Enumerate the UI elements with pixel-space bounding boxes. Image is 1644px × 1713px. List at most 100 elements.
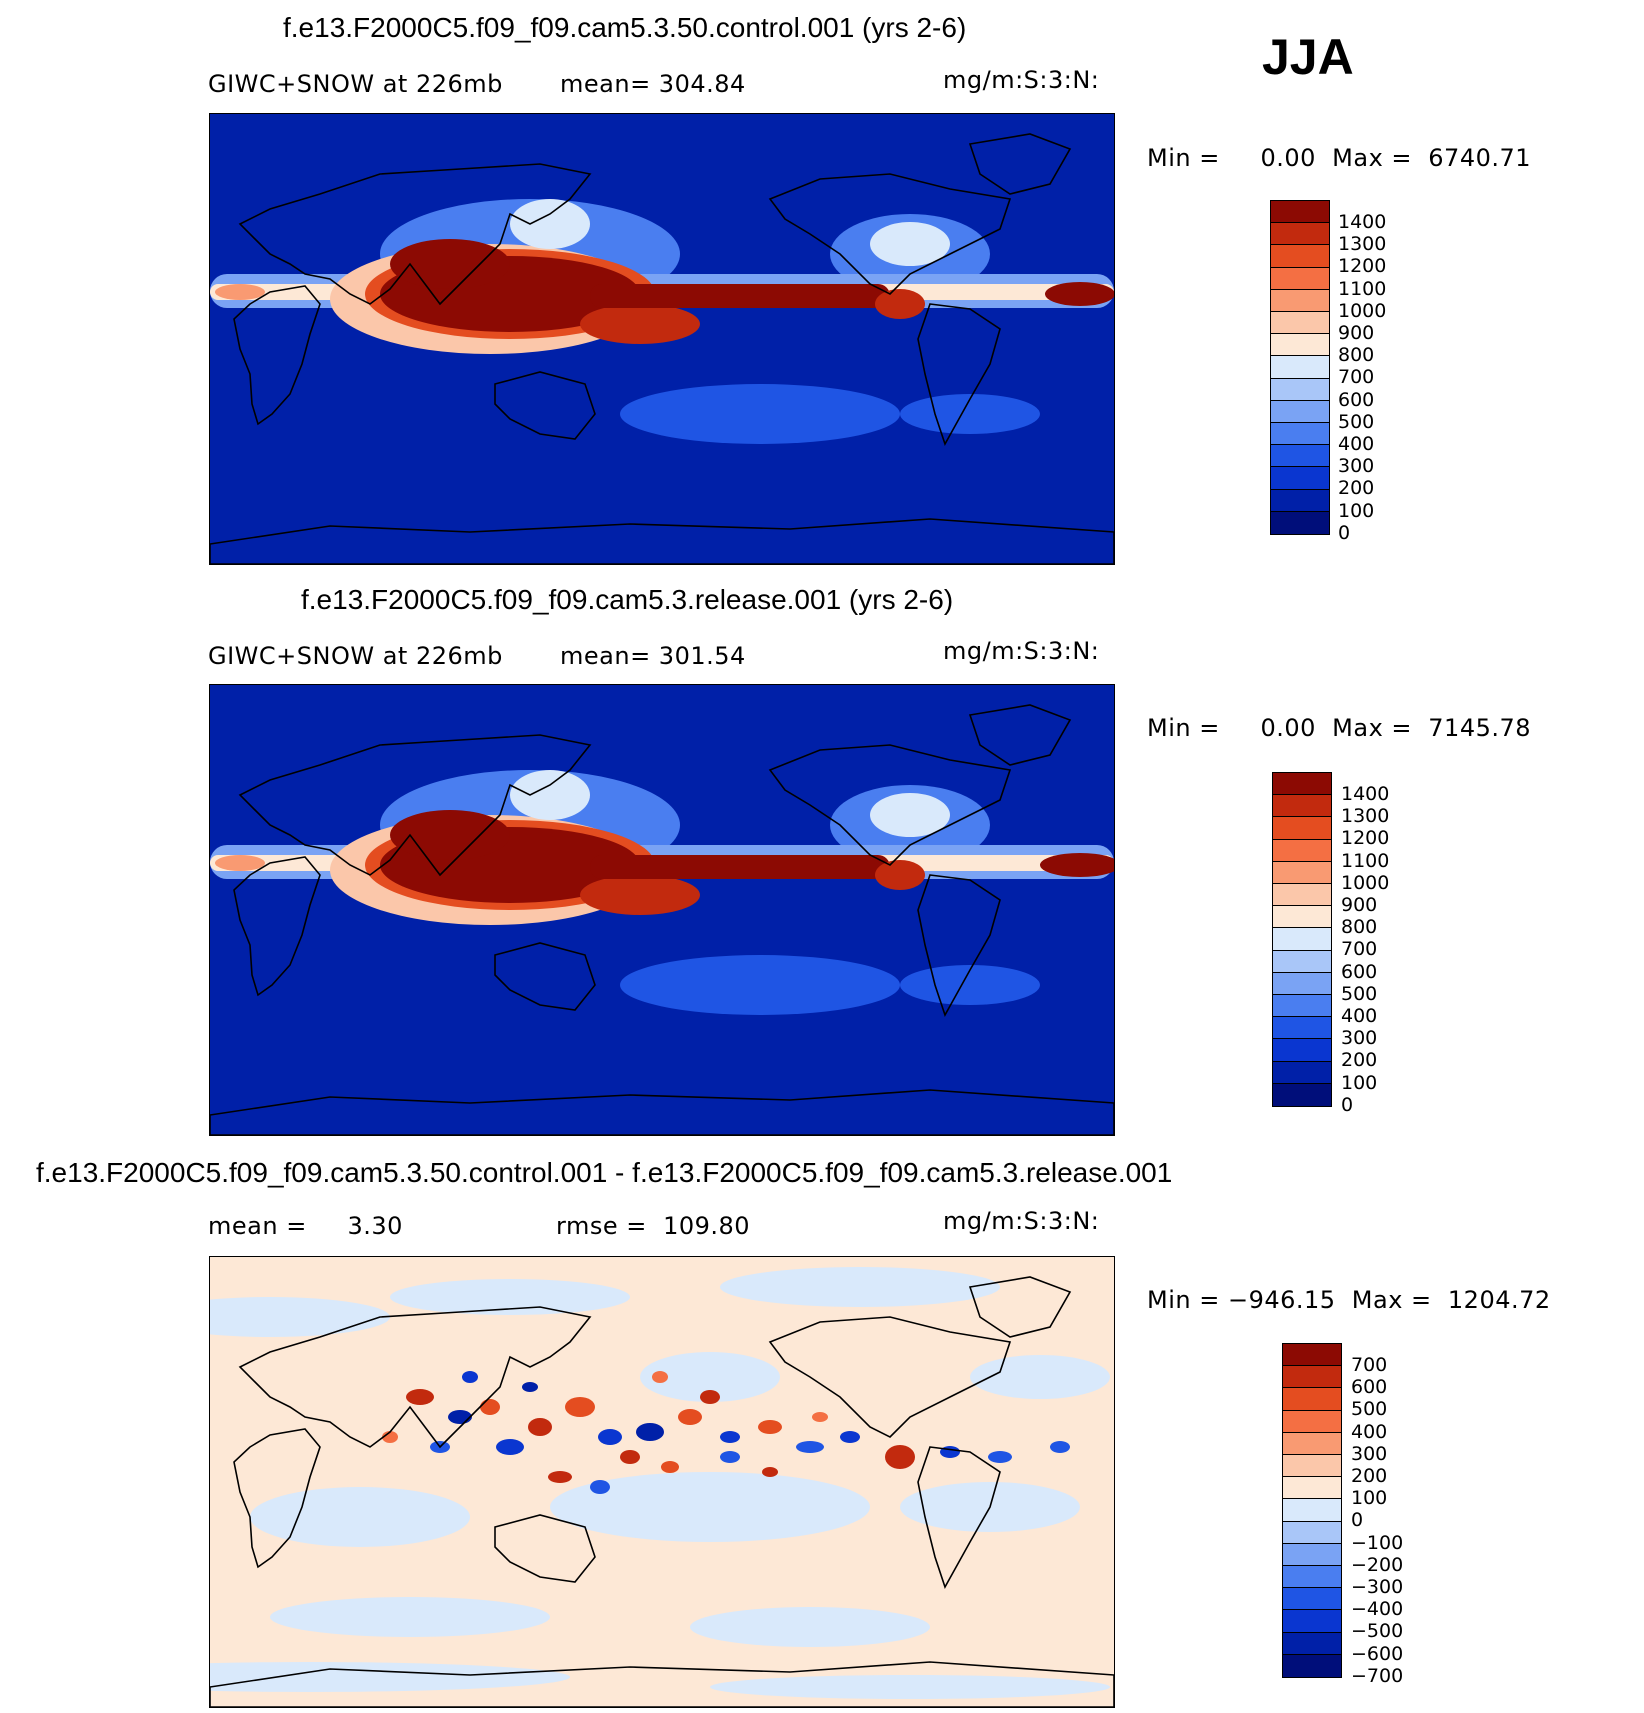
colorbar-segment <box>1271 334 1329 357</box>
colorbar-tick-label: 1400 <box>1338 211 1387 233</box>
colorbar-segment <box>1271 489 1329 512</box>
contour-region <box>720 1431 740 1443</box>
colorbar <box>1282 1343 1342 1678</box>
coastline <box>233 1428 321 1569</box>
colorbar-segment <box>1273 906 1331 929</box>
variable-label: GIWC+SNOW at 226mb <box>208 642 503 670</box>
colorbar-tick-label: 1100 <box>1341 849 1390 872</box>
colorbar-segment <box>1273 795 1331 818</box>
colorbar-segment <box>1273 861 1331 884</box>
colorbar-tick-label: 1200 <box>1341 827 1390 850</box>
colorbar-tick-label: 600 <box>1338 388 1375 411</box>
contour-region <box>1045 282 1114 306</box>
contour-region <box>590 1480 610 1494</box>
units-label: mg/m:S:3:N: <box>943 637 1100 665</box>
coastline <box>210 518 1114 564</box>
colorbar-segment <box>1271 467 1329 490</box>
colorbar-tick-label: 200 <box>1341 1049 1378 1072</box>
contour-region <box>870 793 950 837</box>
colorbar-tick-label: 1100 <box>1338 277 1387 300</box>
contour-region <box>1040 853 1114 877</box>
colorbar-segment <box>1273 972 1331 995</box>
colorbar-segment <box>1283 1388 1341 1411</box>
colorbar-segment <box>1273 950 1331 973</box>
contour-region <box>840 1431 860 1443</box>
colorbar-segment <box>1283 1432 1341 1455</box>
colorbar-tick-label: 100 <box>1351 1487 1388 1510</box>
colorbar-segment <box>1283 1566 1341 1589</box>
contour-region <box>215 284 265 300</box>
contour-region <box>382 1431 398 1443</box>
contour-region <box>900 965 1040 1005</box>
colorbar-segment <box>1271 245 1329 268</box>
units-label: mg/m:S:3:N: <box>943 66 1100 94</box>
contour-region <box>580 304 700 344</box>
colorbar-segment <box>1271 400 1329 423</box>
minmax-label: Min = 0.00 Max = 7145.78 <box>1147 714 1532 742</box>
panel-title: f.e13.F2000C5.f09_f09.cam5.3.50.control.… <box>283 12 967 43</box>
colorbar-segment <box>1283 1344 1341 1367</box>
colorbar-tick-label: 300 <box>1338 455 1375 478</box>
colorbar-tick-label: 900 <box>1341 894 1378 916</box>
colorbar-tick-label: 900 <box>1338 322 1375 344</box>
contour-region <box>448 1410 472 1424</box>
colorbar-tick-label: 500 <box>1338 410 1375 433</box>
panel-title: f.e13.F2000C5.f09_f09.cam5.3.50.control.… <box>36 1157 1173 1188</box>
coastline <box>233 856 321 997</box>
colorbar-segment <box>1273 1061 1331 1084</box>
colorbar-segment <box>1283 1632 1341 1655</box>
coastline <box>494 1514 596 1583</box>
colorbar-tick-label: 600 <box>1351 1376 1388 1399</box>
colorbar-segment <box>1271 289 1329 312</box>
contour-region <box>710 1675 1110 1699</box>
colorbar-tick-label: 800 <box>1338 344 1375 367</box>
colorbar-tick-label: 700 <box>1351 1354 1388 1376</box>
map-plot <box>209 684 1115 1136</box>
colorbar-segment <box>1283 1477 1341 1500</box>
contour-region <box>700 1390 720 1404</box>
coastline <box>494 942 596 1011</box>
colorbar-tick-label: 600 <box>1341 960 1378 983</box>
colorbar-segment <box>1271 356 1329 379</box>
coastline <box>768 1316 1012 1438</box>
contour-region <box>620 1450 640 1464</box>
contour-region <box>678 1409 702 1425</box>
colorbar-segment <box>1273 817 1331 840</box>
colorbar-tick-label: 400 <box>1341 1005 1378 1027</box>
colorbar-tick-label: −400 <box>1351 1598 1404 1621</box>
contour-region <box>215 855 265 871</box>
colorbar-tick-label: 0 <box>1351 1509 1364 1532</box>
coastline <box>968 1276 1072 1338</box>
contour-region <box>496 1439 524 1455</box>
coastline <box>210 1661 1114 1707</box>
contour-region <box>522 1382 538 1392</box>
contour-region <box>510 199 590 249</box>
colorbar-tick-label: 500 <box>1341 982 1378 1005</box>
colorbar-tick-label: 1300 <box>1341 805 1390 828</box>
mean-label: mean= 301.54 <box>560 642 746 670</box>
colorbar-segment <box>1273 995 1331 1018</box>
contour-region <box>210 1297 390 1337</box>
colorbar-segment <box>1283 1521 1341 1544</box>
contour-region <box>661 1461 679 1473</box>
map-plot <box>209 113 1115 565</box>
contour-region <box>885 1445 915 1469</box>
contour-region <box>210 1662 570 1692</box>
colorbar-tick-label: 100 <box>1341 1071 1378 1094</box>
variable-label: GIWC+SNOW at 226mb <box>208 70 503 98</box>
colorbar-tick-label: −100 <box>1351 1531 1404 1554</box>
contour-region <box>720 1451 740 1463</box>
colorbar-segment <box>1283 1499 1341 1522</box>
colorbar-segment <box>1283 1410 1341 1433</box>
coastline <box>968 704 1072 766</box>
contour-region <box>390 1279 630 1315</box>
contour-region <box>762 1467 778 1477</box>
colorbar-tick-label: 100 <box>1338 499 1375 522</box>
colorbar-segment <box>1283 1543 1341 1566</box>
coastline <box>917 874 1001 1017</box>
contour-region <box>565 1397 595 1417</box>
coastline <box>238 1306 592 1449</box>
colorbar-tick-label: −500 <box>1351 1620 1404 1643</box>
colorbar-tick-label: 200 <box>1351 1465 1388 1487</box>
colorbar-segment <box>1271 378 1329 401</box>
